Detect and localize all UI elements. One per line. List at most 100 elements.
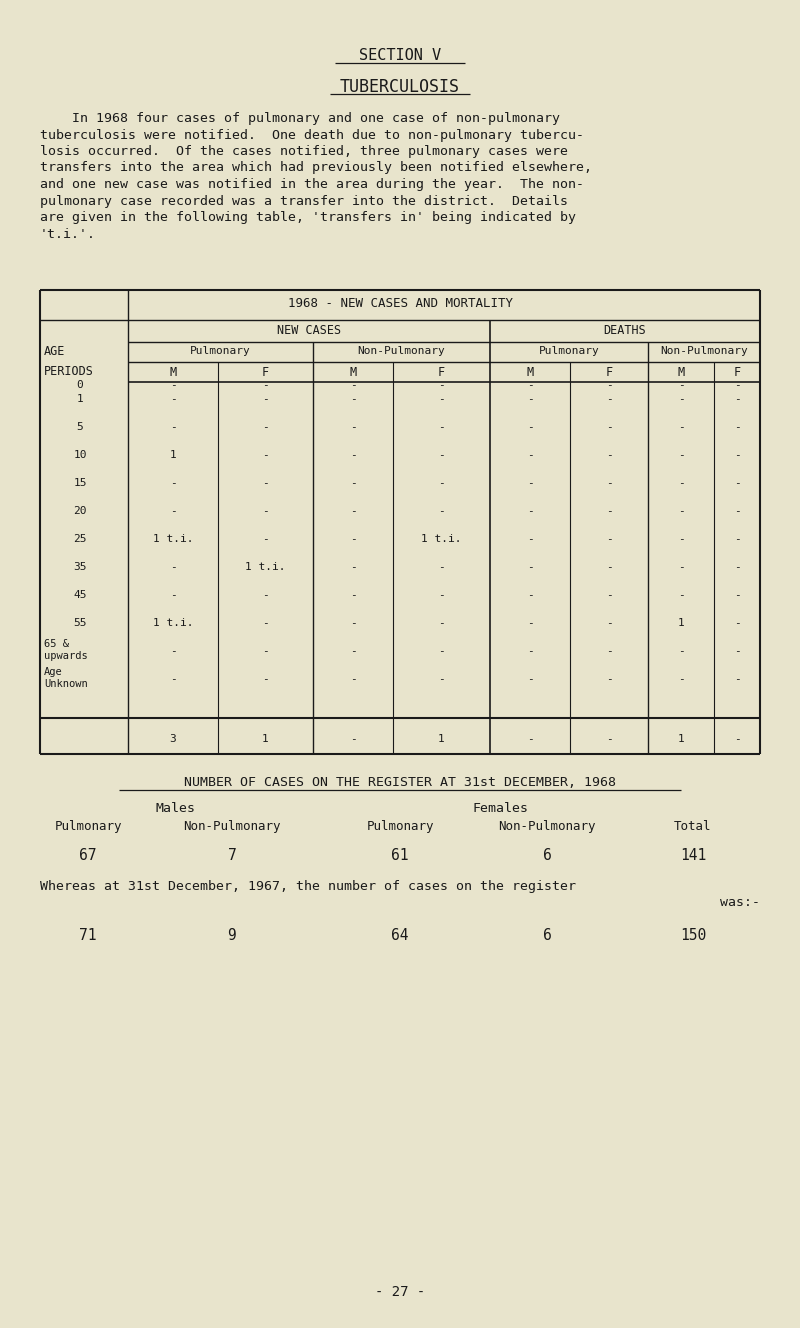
Text: -: - [734,380,740,390]
Text: -: - [678,450,684,459]
Text: 1: 1 [77,394,83,404]
Text: -: - [526,394,534,404]
Text: F: F [438,367,445,378]
Text: -: - [734,590,740,600]
Text: 5: 5 [77,422,83,432]
Text: -: - [526,450,534,459]
Text: 20: 20 [74,506,86,517]
Text: -: - [170,675,176,684]
Text: -: - [350,534,356,544]
Text: 65 &: 65 & [44,639,69,649]
Text: -: - [526,534,534,544]
Text: -: - [438,506,445,517]
Text: -: - [526,562,534,572]
Text: -: - [438,380,445,390]
Text: M: M [170,367,177,378]
Text: -: - [350,450,356,459]
Text: -: - [350,562,356,572]
Text: 45: 45 [74,590,86,600]
Text: -: - [262,450,269,459]
Text: Females: Females [472,802,528,815]
Text: 9: 9 [228,928,236,943]
Text: F: F [606,367,613,378]
Text: Males: Males [155,802,195,815]
Text: -: - [606,380,612,390]
Text: -: - [438,422,445,432]
Text: -: - [350,422,356,432]
Text: Unknown: Unknown [44,679,88,689]
Text: 10: 10 [74,450,86,459]
Text: -: - [734,562,740,572]
Text: -: - [606,422,612,432]
Text: -: - [678,478,684,487]
Text: Total: Total [674,819,712,833]
Text: -: - [170,506,176,517]
Text: - 27 -: - 27 - [375,1286,425,1299]
Text: F: F [734,367,741,378]
Text: Pulmonary: Pulmonary [538,347,599,356]
Text: -: - [438,590,445,600]
Text: -: - [438,675,445,684]
Text: Pulmonary: Pulmonary [190,347,251,356]
Text: -: - [350,380,356,390]
Text: -: - [678,422,684,432]
Text: -: - [438,618,445,628]
Text: 1 t.i.: 1 t.i. [422,534,462,544]
Text: -: - [678,534,684,544]
Text: 1968 - NEW CASES AND MORTALITY: 1968 - NEW CASES AND MORTALITY [287,297,513,309]
Text: -: - [262,675,269,684]
Text: -: - [678,590,684,600]
Text: -: - [350,618,356,628]
Text: 't.i.'.: 't.i.'. [40,227,96,240]
Text: 1: 1 [170,450,176,459]
Text: -: - [262,590,269,600]
Text: M: M [526,367,534,378]
Text: M: M [678,367,685,378]
Text: 1 t.i.: 1 t.i. [246,562,286,572]
Text: DEATHS: DEATHS [604,324,646,337]
Text: NEW CASES: NEW CASES [277,324,341,337]
Text: 0: 0 [77,380,83,390]
Text: was:-: was:- [720,896,760,908]
Text: -: - [170,562,176,572]
Text: F: F [262,367,269,378]
Text: -: - [526,506,534,517]
Text: Age: Age [44,667,62,677]
Text: 64: 64 [391,928,409,943]
Text: 3: 3 [170,734,176,744]
Text: -: - [606,734,612,744]
Text: SECTION V: SECTION V [359,48,441,62]
Text: 61: 61 [391,849,409,863]
Text: -: - [678,394,684,404]
Text: -: - [734,618,740,628]
Text: 1 t.i.: 1 t.i. [153,618,194,628]
Text: -: - [526,590,534,600]
Text: TUBERCULOSIS: TUBERCULOSIS [340,78,460,96]
Text: -: - [734,506,740,517]
Text: Non-Pulmonary: Non-Pulmonary [660,347,748,356]
Text: -: - [606,645,612,656]
Text: -: - [734,394,740,404]
Text: -: - [262,478,269,487]
Text: -: - [262,422,269,432]
Text: -: - [734,675,740,684]
Text: 15: 15 [74,478,86,487]
Text: -: - [678,645,684,656]
Text: 25: 25 [74,534,86,544]
Text: 55: 55 [74,618,86,628]
Text: -: - [262,645,269,656]
Text: -: - [606,618,612,628]
Text: -: - [606,675,612,684]
Text: -: - [438,394,445,404]
Text: 6: 6 [542,928,551,943]
Text: -: - [526,422,534,432]
Text: -: - [350,734,356,744]
Text: -: - [678,675,684,684]
Text: -: - [262,394,269,404]
Text: -: - [526,618,534,628]
Text: -: - [170,590,176,600]
Text: and one new case was notified in the area during the year.  The non-: and one new case was notified in the are… [40,178,584,191]
Text: 67: 67 [79,849,97,863]
Text: -: - [438,562,445,572]
Text: AGE: AGE [44,345,66,359]
